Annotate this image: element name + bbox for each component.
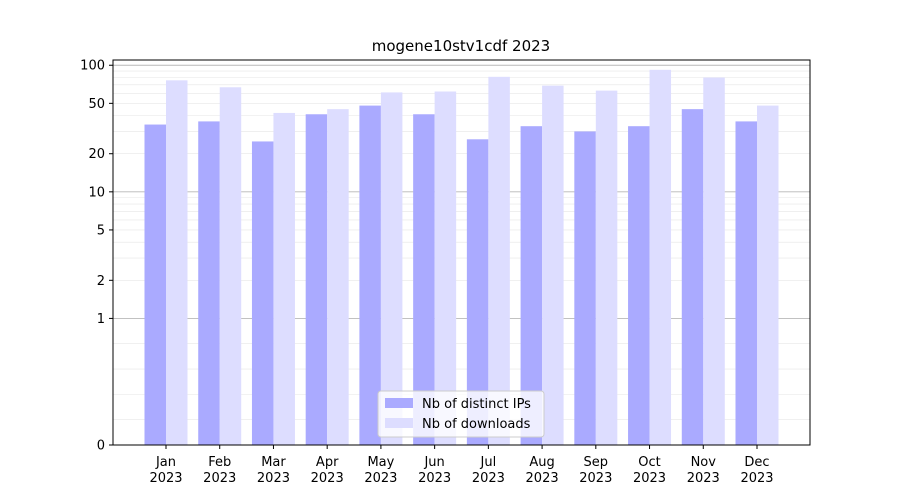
y-ticks: 0 1 2 5 10 20 50 100 — [80, 59, 113, 454]
bar-distinct-ips — [628, 126, 650, 446]
bar-downloads — [595, 90, 618, 445]
y-tick-label: 100 — [80, 59, 105, 74]
legend-label: Nb of downloads — [422, 417, 531, 432]
bar-downloads — [434, 91, 457, 445]
x-tick-label: Dec 2023 — [740, 455, 773, 486]
bar-downloads — [649, 69, 672, 446]
x-tick-label: Sep 2023 — [579, 455, 612, 486]
bars-layer — [144, 69, 779, 446]
legend: Nb of distinct IPs Nb of downloads — [377, 390, 545, 438]
bar-distinct-ips — [574, 131, 596, 445]
bar-distinct-ips — [305, 114, 328, 445]
bar-downloads — [542, 85, 564, 445]
legend-swatch — [385, 418, 413, 428]
plot-frame — [112, 59, 811, 446]
bar-distinct-ips — [359, 105, 381, 446]
bar-downloads — [488, 76, 510, 446]
bar-downloads — [703, 77, 725, 445]
y-tick-label: 0 — [97, 439, 105, 454]
bar-distinct-ips — [520, 126, 543, 446]
x-tick-label: Apr 2023 — [311, 455, 344, 486]
x-tick-label: Aug 2023 — [526, 455, 559, 486]
y-tick-label: 5 — [97, 223, 105, 238]
y-tick-label: 10 — [88, 185, 105, 200]
x-tick-label: Nov 2023 — [687, 455, 720, 486]
bar-downloads — [380, 92, 403, 446]
y-tick-label: 1 — [97, 312, 105, 327]
bar-distinct-ips — [198, 121, 220, 445]
bar-distinct-ips — [681, 109, 704, 446]
y-tick-label: 2 — [97, 274, 105, 289]
x-tick-label: Oct 2023 — [633, 455, 666, 486]
bar-downloads — [327, 109, 349, 446]
legend-box — [377, 390, 545, 438]
bar-downloads — [757, 105, 779, 446]
x-tick-label: Jun 2023 — [418, 455, 451, 486]
bar-distinct-ips — [466, 139, 489, 445]
x-ticks: Jan 2023 Feb 2023 Mar 2023 Apr 2023 May 2023 Jun 20… — [149, 445, 774, 486]
bar-distinct-ips — [735, 121, 757, 445]
legend-label: Nb of distinct IPs — [422, 397, 531, 412]
bar-downloads — [219, 87, 242, 445]
x-tick-label: Feb 2023 — [203, 455, 236, 486]
x-tick-label: Jan 2023 — [149, 455, 182, 486]
bar-downloads — [273, 112, 295, 446]
x-tick-label: May 2023 — [364, 455, 397, 486]
x-tick-label: Jul 2023 — [472, 455, 505, 486]
bar-distinct-ips — [144, 124, 166, 445]
bar-distinct-ips — [251, 141, 274, 445]
legend-swatch — [385, 398, 413, 408]
y-tick-label: 20 — [88, 147, 105, 162]
x-tick-label: Mar 2023 — [257, 455, 290, 486]
bar-distinct-ips — [413, 114, 435, 445]
chart-title: mogene10stv1cdf 2023 — [372, 37, 550, 55]
bar-downloads — [166, 80, 188, 446]
y-tick-label: 50 — [88, 97, 105, 112]
